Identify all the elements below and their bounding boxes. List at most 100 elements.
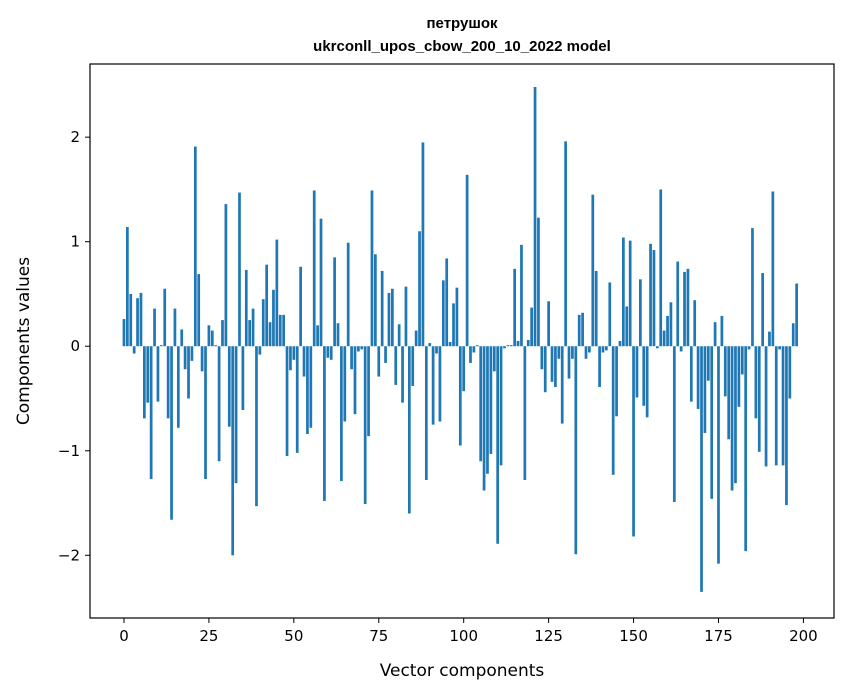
bar-127 (554, 346, 557, 387)
bar-156 (652, 250, 656, 347)
x-tick-label: 50 (284, 627, 303, 645)
bar-66 (346, 242, 350, 347)
bar-35 (241, 346, 245, 410)
bar-8 (149, 346, 153, 479)
bar-13 (166, 346, 170, 419)
chart-title: петрушок (426, 15, 498, 32)
bar-166 (686, 268, 690, 347)
bar-103 (472, 346, 476, 353)
bar-68 (353, 346, 357, 415)
bar-160 (666, 315, 669, 347)
bar-153 (642, 346, 646, 406)
bar-20 (190, 346, 194, 361)
bar-81 (397, 324, 401, 347)
bar-21 (193, 146, 197, 347)
bar-94 (441, 280, 445, 347)
bar-186 (754, 346, 758, 419)
bar-91 (431, 346, 435, 425)
bar-151 (635, 346, 639, 398)
bar-115 (513, 268, 517, 347)
bar-18 (183, 346, 187, 370)
y-tick-label: 2 (70, 128, 80, 146)
bar-82 (401, 346, 404, 403)
bar-174 (713, 322, 717, 347)
bar-111 (499, 346, 503, 466)
bar-67 (350, 346, 353, 370)
y-tick-label: −2 (58, 546, 80, 564)
bar-1 (126, 227, 129, 347)
bar-17 (180, 329, 184, 347)
x-tick-label: 200 (789, 627, 818, 645)
bar-14 (170, 346, 173, 520)
bar-117 (520, 244, 523, 347)
bar-49 (289, 346, 292, 371)
x-axis-ticks: 0 25 50 75 100 125 150 175 200 (119, 618, 818, 645)
y-axis-ticks: −2 −1 0 1 2 (58, 128, 90, 564)
bar-124 (543, 346, 547, 393)
x-tick-label: 0 (119, 627, 129, 645)
bar-76 (380, 270, 384, 347)
bar-63 (336, 323, 340, 347)
bar-135 (581, 312, 584, 347)
bar-187 (757, 346, 761, 452)
bar-123 (540, 346, 544, 370)
bar-6 (143, 346, 146, 419)
bar-139 (594, 270, 598, 347)
bar-173 (710, 346, 714, 499)
bar-74 (374, 254, 377, 347)
x-tick-label: 75 (369, 627, 388, 645)
bar-28 (217, 346, 221, 462)
bar-108 (489, 346, 493, 454)
x-axis-label: Vector components (380, 661, 545, 681)
bar-85 (411, 346, 415, 386)
bar-24 (204, 346, 207, 479)
bar-154 (645, 346, 649, 418)
bar-183 (744, 346, 748, 552)
bar-148 (625, 306, 629, 347)
bar-129 (560, 346, 564, 424)
bar-138 (591, 194, 595, 347)
x-tick-label: 100 (449, 627, 478, 645)
chart-subtitle: ukrconll_upos_cbow_200_10_2022 model (313, 38, 611, 55)
bar-150 (632, 346, 635, 537)
x-tick-label: 125 (534, 627, 563, 645)
bar-69 (357, 346, 360, 352)
bar-50 (292, 346, 296, 360)
bar-110 (496, 346, 500, 544)
bar-65 (343, 346, 347, 422)
bar-38 (251, 308, 255, 347)
bar-99 (458, 346, 462, 446)
bar-11 (159, 345, 163, 347)
bar-190 (768, 331, 771, 347)
bar-88 (421, 142, 425, 347)
bar-80 (394, 346, 398, 385)
bar-92 (435, 346, 438, 354)
bar-25 (207, 325, 211, 347)
bar-120 (530, 307, 533, 347)
bar-3 (132, 346, 136, 354)
bar-114 (509, 345, 513, 347)
bar-87 (418, 231, 421, 347)
bar-142 (605, 346, 608, 351)
bar-179 (730, 346, 734, 491)
bar-176 (720, 315, 724, 347)
bar-118 (523, 346, 527, 481)
bar-72 (367, 346, 370, 437)
bar-56 (312, 190, 316, 347)
bar-168 (693, 300, 697, 347)
bar-143 (608, 282, 612, 347)
bar-77 (384, 346, 387, 363)
bar-78 (387, 292, 391, 347)
bar-128 (557, 346, 561, 359)
bar-191 (771, 191, 775, 347)
bar-101 (465, 174, 469, 347)
bar-23 (200, 346, 204, 372)
bar-73 (370, 190, 374, 347)
bar-162 (672, 346, 676, 502)
bar-180 (734, 346, 737, 484)
bar-184 (747, 346, 751, 350)
bar-109 (492, 346, 496, 372)
bar-97 (452, 303, 455, 347)
bar-126 (550, 346, 554, 382)
bar-57 (316, 325, 319, 347)
